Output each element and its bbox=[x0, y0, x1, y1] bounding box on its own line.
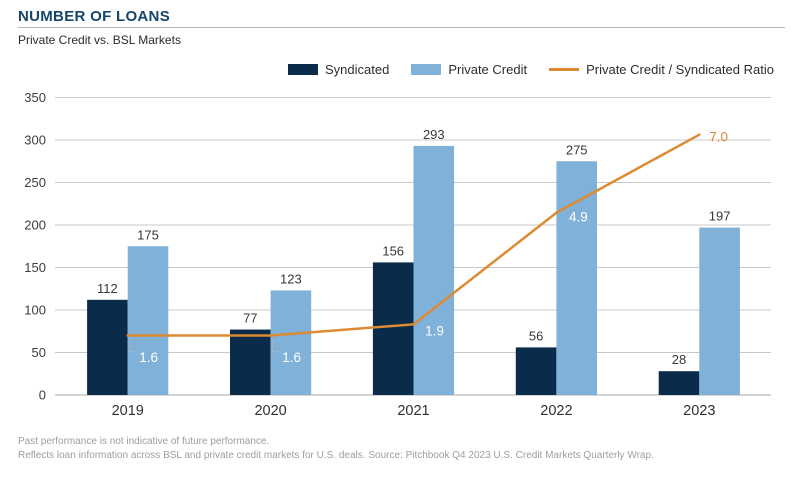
bar-syndicated-2022 bbox=[515, 347, 557, 395]
bar-value-label: 275 bbox=[566, 142, 588, 157]
bar-value-label: 56 bbox=[529, 328, 543, 343]
legend-item-private-credit: Private Credit bbox=[411, 62, 527, 77]
legend-item-ratio: Private Credit / Syndicated Ratio bbox=[549, 62, 774, 77]
title-divider bbox=[18, 27, 785, 28]
footnote-line-1: Past performance is not indicative of fu… bbox=[18, 436, 270, 447]
bar-private-credit-2021 bbox=[413, 145, 455, 395]
x-axis-tick-label: 2021 bbox=[397, 403, 429, 419]
bar-private-credit-2022 bbox=[556, 161, 597, 395]
footnote-line-2: Reflects loan information across BSL and… bbox=[18, 449, 654, 461]
x-axis-tick-label: 2023 bbox=[683, 403, 715, 419]
bar-value-label: 28 bbox=[672, 352, 686, 367]
y-axis-tick-label: 100 bbox=[24, 303, 46, 318]
private-credit-swatch-icon bbox=[411, 64, 442, 75]
legend-label-syndicated: Syndicated bbox=[325, 62, 390, 77]
chart-subtitle: Private Credit vs. BSL Markets bbox=[18, 33, 181, 47]
bar-value-label: 293 bbox=[423, 127, 445, 142]
bar-syndicated-2023 bbox=[658, 371, 700, 395]
bar-value-label: 112 bbox=[97, 281, 118, 296]
footnotes: Past performance is not indicative of fu… bbox=[18, 435, 654, 462]
bar-syndicated-2021 bbox=[372, 262, 414, 395]
ratio-value-label: 4.9 bbox=[569, 209, 588, 224]
y-axis-tick-label: 200 bbox=[24, 218, 46, 233]
bar-private-credit-2019 bbox=[127, 246, 169, 395]
ratio-value-label: 1.6 bbox=[139, 350, 158, 365]
bar-value-label: 197 bbox=[709, 209, 731, 224]
bar-syndicated-2019 bbox=[87, 299, 128, 395]
ratio-value-label: 7.0 bbox=[709, 130, 728, 145]
ratio-line bbox=[126, 133, 701, 337]
y-axis-tick-label: 350 bbox=[24, 90, 46, 105]
ratio-value-label: 1.9 bbox=[425, 323, 444, 338]
y-axis-tick-label: 50 bbox=[32, 345, 46, 360]
x-axis-tick-label: 2020 bbox=[254, 403, 286, 419]
bar-private-credit-2023 bbox=[699, 227, 740, 395]
y-axis-tick-label: 250 bbox=[24, 175, 46, 190]
syndicated-swatch-icon bbox=[288, 64, 318, 75]
page-title: NUMBER OF LOANS bbox=[18, 8, 170, 25]
y-axis-tick-label: 150 bbox=[24, 260, 46, 275]
ratio-label-leader bbox=[272, 338, 279, 352]
ratio-label-leader bbox=[129, 338, 136, 352]
bar-value-label: 77 bbox=[243, 311, 257, 326]
legend-label-ratio: Private Credit / Syndicated Ratio bbox=[586, 62, 774, 77]
y-axis-tick-label: 300 bbox=[24, 133, 46, 148]
bar-value-label: 175 bbox=[137, 227, 159, 242]
chart-legend: Syndicated Private Credit Private Credit… bbox=[288, 62, 774, 77]
legend-label-private-credit: Private Credit bbox=[448, 62, 528, 77]
bar-value-label: 156 bbox=[382, 243, 404, 258]
y-axis-tick-label: 0 bbox=[39, 388, 46, 403]
bar-private-credit-2020 bbox=[270, 290, 312, 395]
ratio-line-swatch-icon bbox=[549, 68, 580, 71]
ratio-value-label: 1.6 bbox=[282, 350, 301, 365]
bar-value-label: 123 bbox=[280, 271, 302, 286]
bar-syndicated-2020 bbox=[230, 329, 271, 395]
x-axis-tick-label: 2019 bbox=[112, 403, 144, 419]
legend-item-syndicated: Syndicated bbox=[288, 62, 389, 77]
x-axis-tick-label: 2022 bbox=[540, 403, 572, 419]
